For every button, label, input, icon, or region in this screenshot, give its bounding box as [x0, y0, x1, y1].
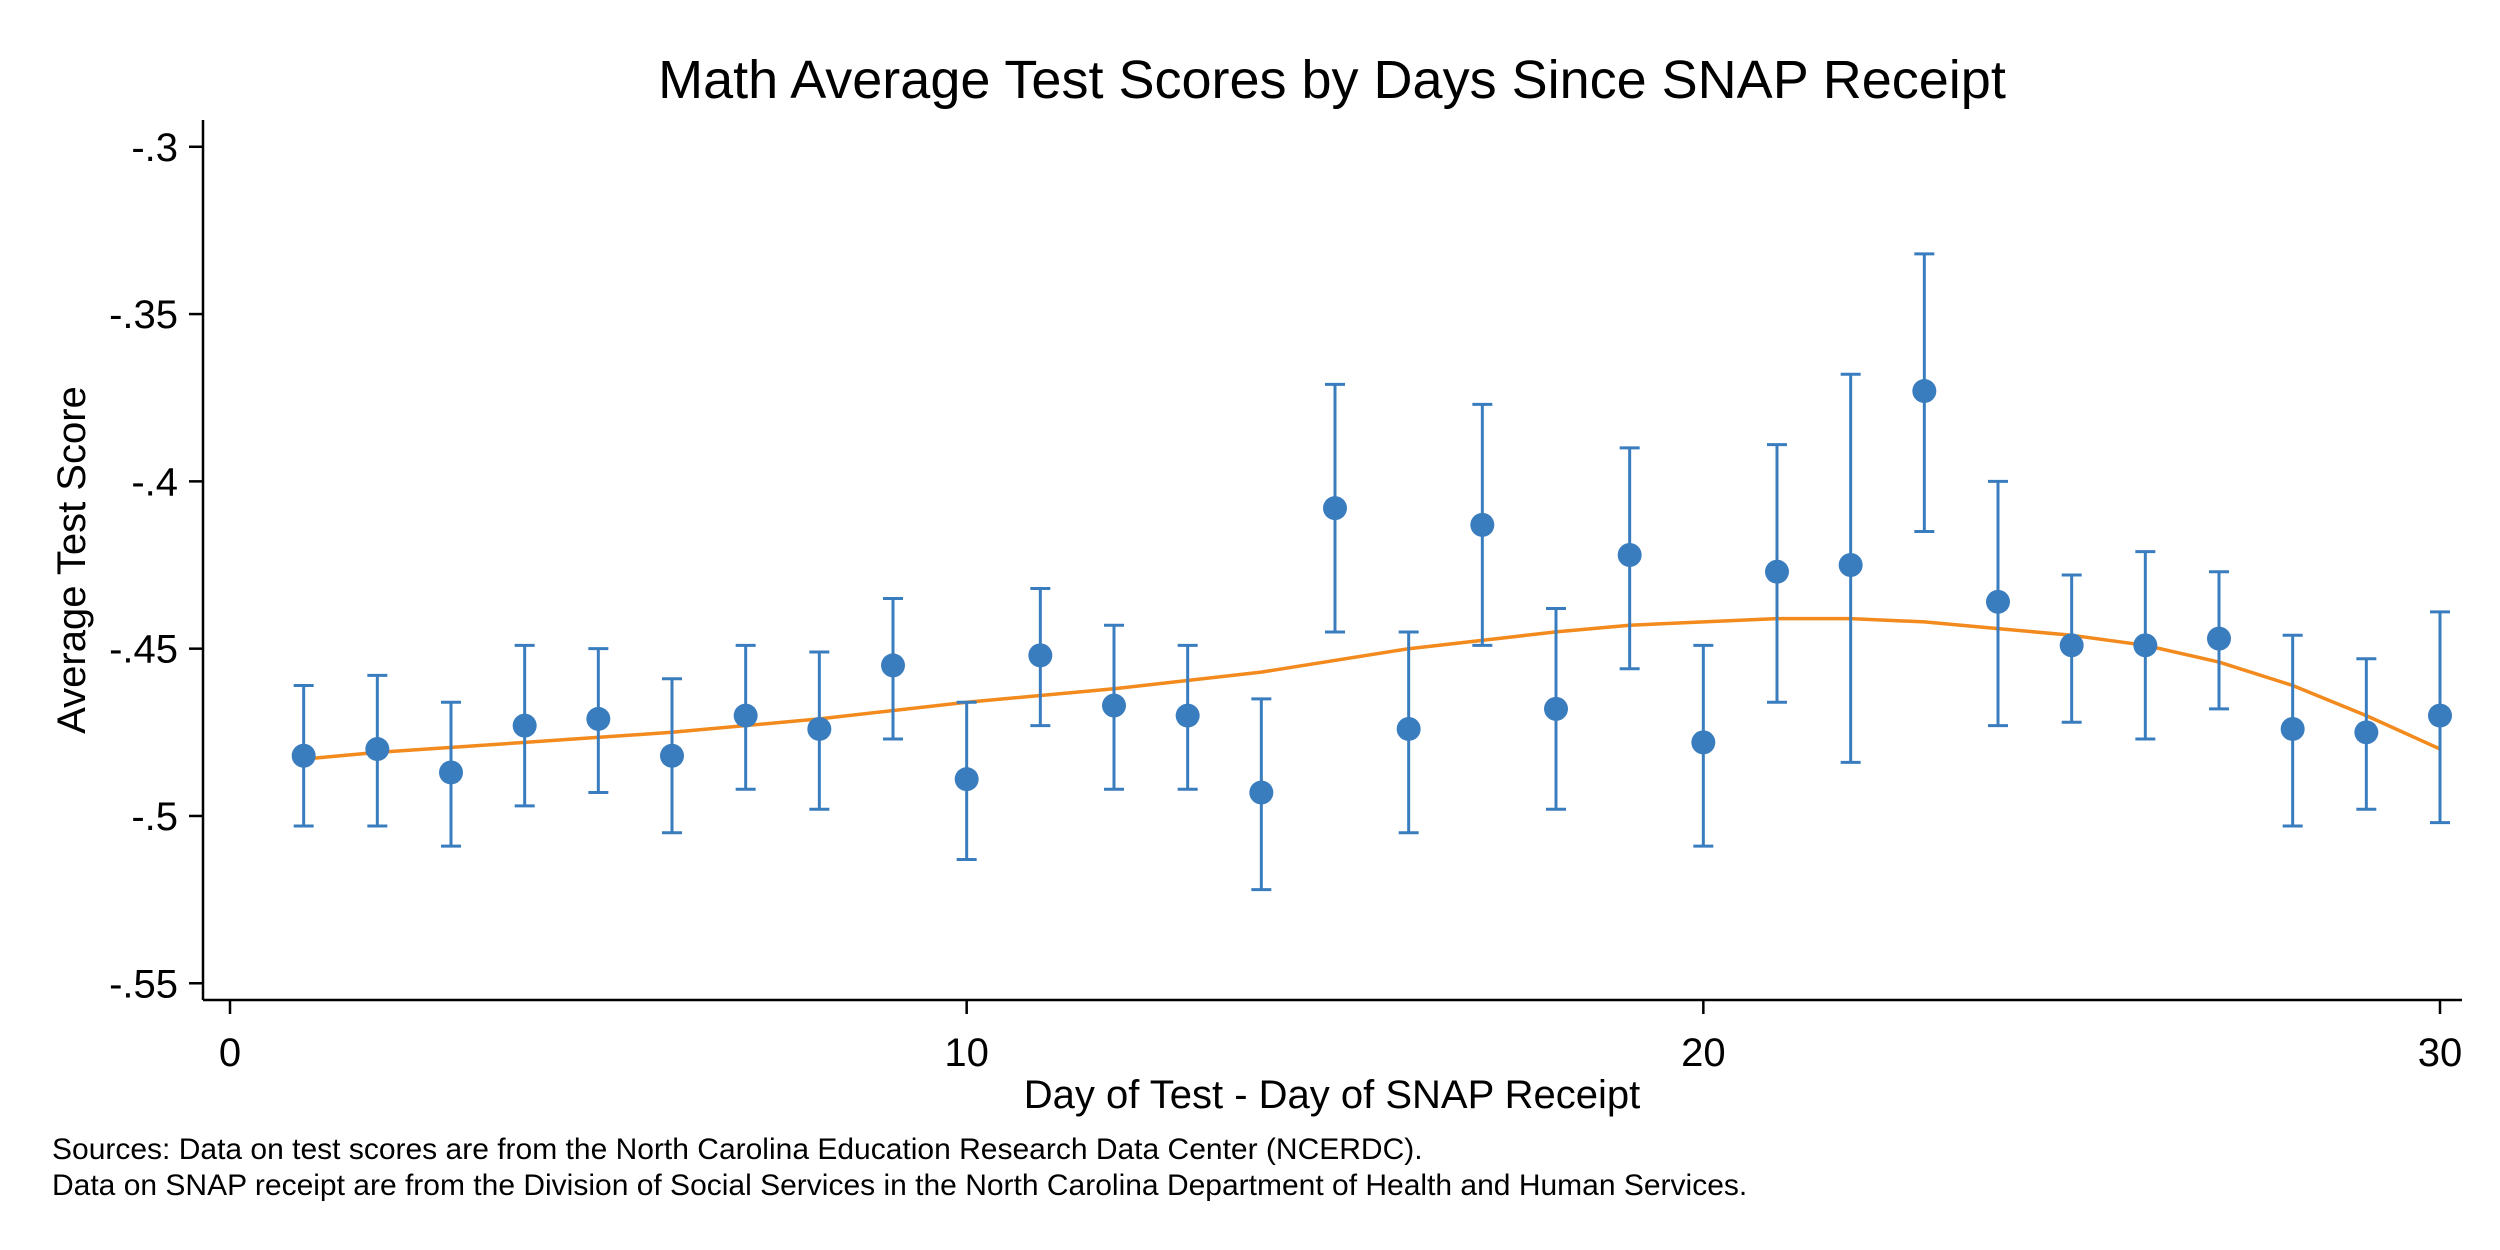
data-point: [807, 716, 832, 741]
data-point: [2280, 716, 2305, 741]
x-tick-label: 30: [2418, 1031, 2463, 1075]
data-point: [1986, 589, 2010, 614]
fit-line: [303, 616, 2441, 761]
y-tick-label: -.5: [131, 795, 178, 839]
data-point: [1323, 496, 1347, 521]
data-point: [2207, 626, 2231, 651]
data-point: [365, 737, 390, 762]
x-tick-label: 10: [944, 1031, 989, 1075]
data-point: [1396, 716, 1421, 741]
data-point: [2428, 703, 2452, 728]
y-axis-ticks: -.3 -.35 -.4 -.45 -.5 -.55: [109, 126, 203, 1006]
y-tick-label: -.45: [109, 628, 178, 672]
data-point: [1175, 703, 1200, 728]
y-tick-label: -.4: [131, 460, 178, 504]
source-note-ncerdc: Sources: Data on test scores are from th…: [52, 1133, 1423, 1166]
data-point: [2354, 720, 2379, 745]
x-tick-label: 0: [219, 1031, 241, 1075]
data-point: [1691, 730, 1716, 755]
data-point: [512, 713, 537, 738]
chart-title: Math Average Test Scores by Days Since S…: [658, 50, 2006, 110]
point-layer: [291, 379, 2452, 805]
data-point: [1765, 559, 1789, 584]
data-point: [2133, 633, 2158, 658]
y-tick-label: -.35: [109, 293, 178, 337]
data-point: [1617, 542, 1642, 567]
data-point: [439, 760, 463, 785]
data-point: [881, 653, 905, 678]
data-point: [1249, 780, 1274, 805]
data-point: [1028, 643, 1053, 668]
y-axis-title: Average Test Score: [50, 386, 94, 734]
y-tick-label: -.3: [131, 126, 178, 170]
data-point: [1102, 693, 1126, 718]
x-tick-label: 20: [1681, 1031, 1726, 1075]
data-point: [1470, 512, 1495, 537]
data-point: [586, 706, 611, 731]
data-point: [2059, 633, 2084, 658]
y-tick-label: -.55: [109, 962, 178, 1006]
x-axis-title: Day of Test - Day of SNAP Receipt: [1024, 1073, 1641, 1117]
x-axis-ticks: 0 10 20 30: [219, 1000, 2462, 1075]
data-point: [1544, 696, 1568, 721]
error-bar-layer: [293, 252, 2450, 892]
fit-line-layer: [303, 616, 2441, 761]
data-point: [954, 767, 979, 792]
source-note-snap: Data on SNAP receipt are from the Divisi…: [52, 1169, 1748, 1202]
data-point: [1912, 379, 1937, 404]
data-point: [733, 703, 758, 728]
data-point: [291, 743, 316, 768]
data-point: [1838, 553, 1863, 578]
data-point: [660, 743, 684, 768]
